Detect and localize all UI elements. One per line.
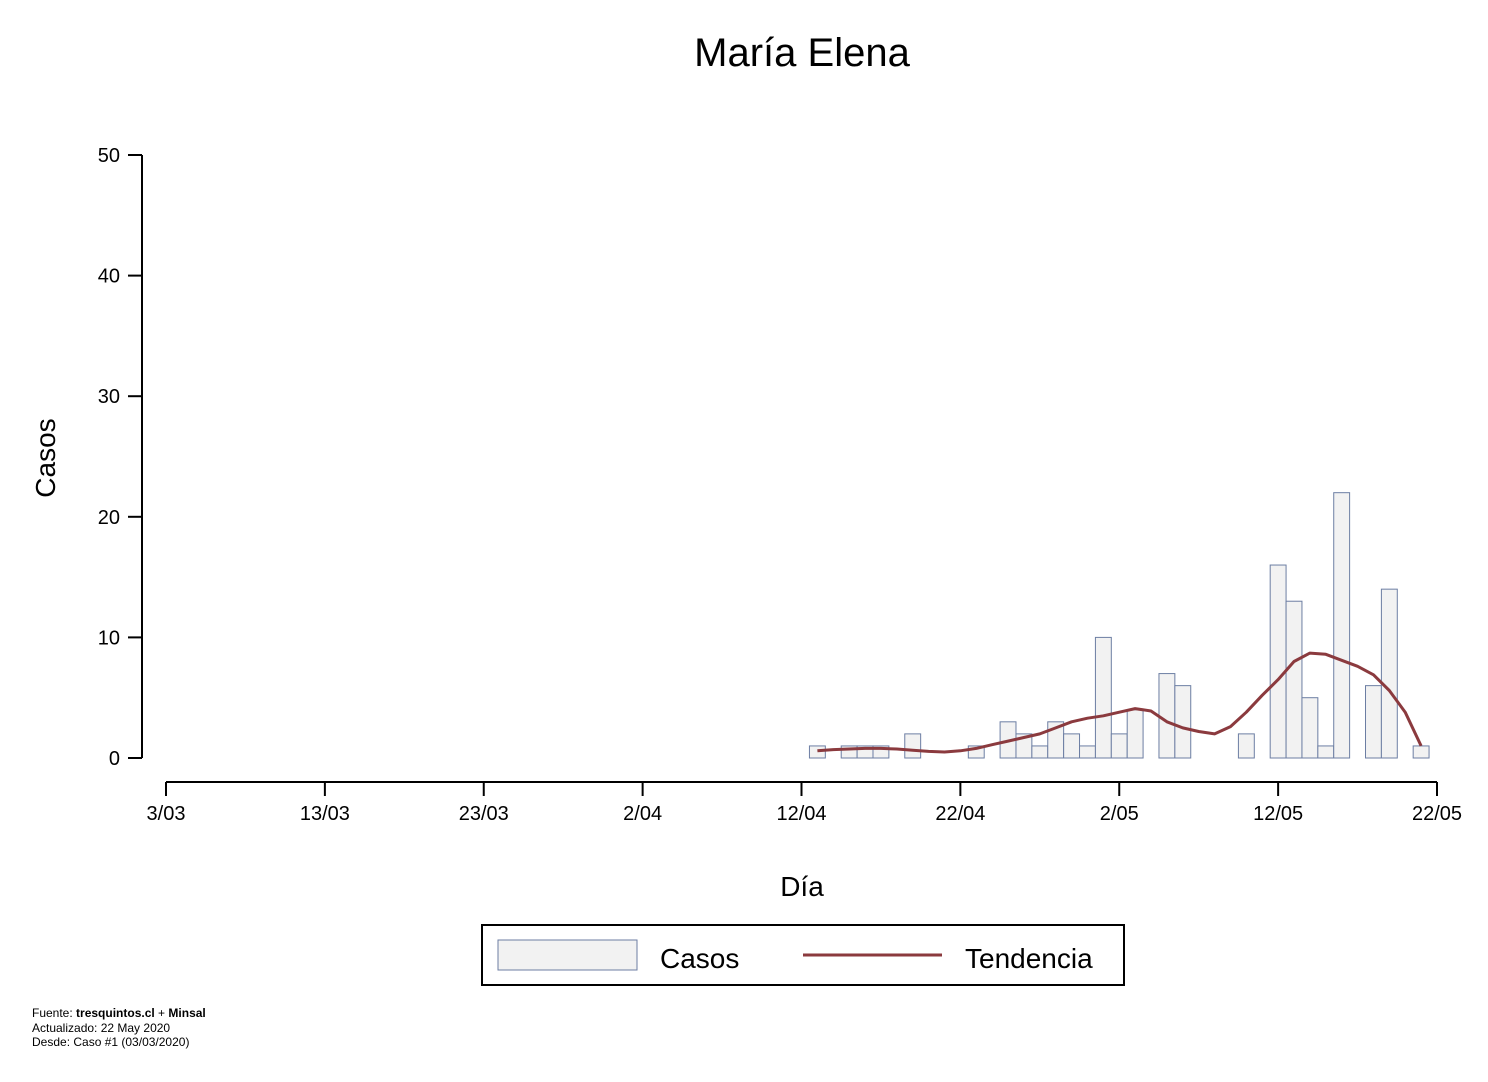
bar-casos <box>1110 733 1128 759</box>
legend-label-tendencia: Tendencia <box>965 943 1093 974</box>
bar-casos <box>1094 636 1112 759</box>
footer-source-org: Minsal <box>168 1006 206 1020</box>
footer-source: Fuente: tresquintos.cl + Minsal <box>32 1006 206 1020</box>
y-tick-label: 20 <box>98 507 120 529</box>
y-tick-label: 40 <box>98 266 120 288</box>
x-tick-label: 12/04 <box>776 803 826 825</box>
bar-casos <box>1158 673 1176 759</box>
legend: Casos Tendencia <box>481 924 1125 986</box>
y-tick-label: 0 <box>109 748 120 770</box>
x-tick-label: 22/05 <box>1412 803 1462 825</box>
bar-casos <box>1380 588 1398 759</box>
bar-casos <box>1031 745 1049 759</box>
bar-casos <box>1063 733 1081 759</box>
bar-casos <box>1301 697 1319 759</box>
bar-casos <box>1317 745 1335 759</box>
bar-casos <box>904 733 922 759</box>
bar-casos <box>1333 492 1351 759</box>
bar-casos <box>1237 733 1255 759</box>
footer-source-site: tresquintos.cl <box>76 1006 155 1020</box>
x-tick-label: 2/05 <box>1100 803 1139 825</box>
y-tick-label: 50 <box>98 145 120 167</box>
x-tick-label: 2/04 <box>623 803 662 825</box>
trend-line-tendencia <box>817 651 1423 754</box>
x-tick-label: 22/04 <box>935 803 985 825</box>
legend-swatch-casos <box>497 939 638 971</box>
bar-casos <box>1174 685 1192 759</box>
y-tick-label: 30 <box>98 386 120 408</box>
y-axis-label: Casos <box>30 418 61 497</box>
legend-label-casos: Casos <box>660 943 739 974</box>
footer-notes: Fuente: tresquintos.cl + Minsal Actualiz… <box>32 1006 206 1050</box>
y-tick-label: 10 <box>98 627 120 649</box>
footer-updated: Actualizado: 22 May 2020 <box>32 1020 171 1035</box>
bar-casos <box>1365 685 1382 759</box>
chart-title: María Elena <box>694 31 910 75</box>
footer-since: Desde: Caso #1 (03/03/2020) <box>32 1035 190 1049</box>
bar-casos <box>1126 709 1144 759</box>
bar-casos <box>1285 600 1303 759</box>
x-tick-label: 23/03 <box>459 803 509 825</box>
y-axis-ticks: 0 10 20 30 40 50 <box>98 145 142 770</box>
bar-casos <box>1412 745 1430 759</box>
bar-casos <box>1079 745 1096 759</box>
x-axis-label: Día <box>780 871 824 902</box>
x-axis-ticks: 3/03 13/03 23/03 2/04 12/04 22/04 2/05 12/05 22/… <box>147 782 1462 825</box>
bar-casos <box>1269 564 1287 759</box>
bar-casos <box>808 745 826 759</box>
bar-series-casos <box>808 492 1430 759</box>
x-tick-label: 3/03 <box>147 803 186 825</box>
x-tick-label: 12/05 <box>1253 803 1303 825</box>
x-tick-label: 13/03 <box>300 803 350 825</box>
